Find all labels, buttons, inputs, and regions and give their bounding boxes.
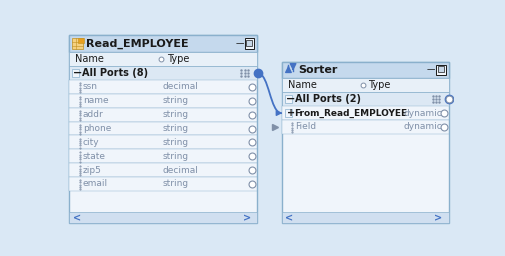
Bar	[281, 61, 448, 78]
Text: Read_EMPLOYEE: Read_EMPLOYEE	[86, 39, 188, 49]
Text: string: string	[163, 110, 189, 119]
Bar	[246, 40, 252, 46]
Text: All Ports (8): All Ports (8)	[82, 68, 148, 78]
Text: —: —	[427, 66, 435, 74]
Text: <: <	[73, 213, 81, 223]
Bar	[69, 163, 257, 177]
Text: string: string	[163, 152, 189, 161]
Bar	[281, 92, 448, 106]
Text: email: email	[83, 179, 108, 188]
Text: Name: Name	[75, 54, 104, 64]
Bar	[281, 78, 448, 92]
Bar	[438, 66, 444, 72]
Bar	[72, 69, 79, 77]
Bar	[69, 135, 257, 149]
Text: Sorter: Sorter	[298, 65, 338, 75]
Bar	[69, 52, 257, 66]
Bar	[69, 35, 257, 52]
Text: city: city	[83, 138, 99, 147]
Bar	[69, 212, 257, 223]
Text: name: name	[83, 96, 109, 105]
Text: Field: Field	[295, 122, 317, 132]
Text: Type: Type	[369, 80, 391, 90]
Text: decimal: decimal	[163, 166, 199, 175]
Bar	[69, 108, 257, 122]
Bar	[69, 80, 257, 94]
Bar	[69, 177, 257, 191]
Text: −: −	[285, 94, 295, 104]
Bar	[285, 95, 291, 103]
Text: −: −	[73, 68, 82, 78]
Bar	[72, 38, 83, 49]
Bar	[436, 65, 445, 75]
Text: string: string	[163, 96, 189, 105]
Text: dynamic: dynamic	[403, 109, 442, 118]
Bar	[281, 120, 448, 134]
Text: Type: Type	[167, 54, 189, 64]
Text: −: −	[285, 94, 295, 104]
Bar	[69, 66, 257, 80]
Bar	[69, 149, 257, 163]
Bar	[78, 38, 84, 43]
Text: >: >	[434, 213, 442, 223]
Text: state: state	[83, 152, 106, 161]
Text: string: string	[163, 138, 189, 147]
Text: string: string	[163, 124, 189, 133]
Bar	[285, 109, 292, 117]
Text: —: —	[235, 39, 244, 48]
Text: Name: Name	[288, 80, 317, 90]
Bar	[69, 122, 257, 135]
Text: dynamic: dynamic	[403, 122, 442, 132]
Bar	[69, 94, 257, 108]
Bar	[281, 212, 448, 223]
Text: −: −	[73, 68, 82, 78]
Text: addr: addr	[83, 110, 104, 119]
Bar	[281, 106, 448, 120]
Text: string: string	[163, 179, 189, 188]
Text: From_Read_EMPLOYEE: From_Read_EMPLOYEE	[294, 109, 408, 118]
Text: phone: phone	[83, 124, 111, 133]
Bar	[281, 61, 448, 223]
Text: >: >	[242, 213, 250, 223]
Text: zip5: zip5	[83, 166, 102, 175]
Bar	[244, 38, 254, 49]
Text: <: <	[285, 213, 293, 223]
Bar	[69, 35, 257, 223]
Text: All Ports (2): All Ports (2)	[294, 94, 361, 104]
Text: decimal: decimal	[163, 82, 199, 91]
Text: +: +	[287, 108, 295, 118]
Text: ssn: ssn	[83, 82, 98, 91]
